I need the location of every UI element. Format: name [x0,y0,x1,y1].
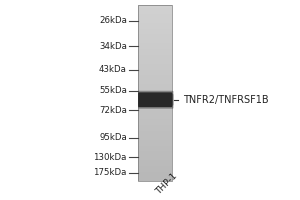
Bar [138,46,172,49]
Bar [138,61,172,64]
Text: 72kDa: 72kDa [99,106,127,115]
Text: 130kDa: 130kDa [93,153,127,162]
Text: THP-1: THP-1 [154,171,179,196]
Bar [138,175,172,178]
Bar [138,110,172,113]
Bar [138,29,172,32]
Bar [138,128,172,131]
Bar [138,58,172,61]
Bar [138,5,172,8]
Bar [138,55,172,58]
Bar [138,148,172,151]
Bar [138,14,172,17]
Bar [138,11,172,14]
Bar [138,125,172,128]
Bar [138,113,172,116]
Text: 43kDa: 43kDa [99,65,127,74]
Bar [138,32,172,34]
Bar [138,84,172,87]
Bar [138,64,172,67]
Bar [138,143,172,146]
Bar [138,20,172,23]
Bar [138,72,172,75]
Bar [138,49,172,52]
Bar [138,151,172,154]
Text: 34kDa: 34kDa [99,42,127,51]
Bar [138,87,172,90]
Bar [138,93,172,96]
FancyBboxPatch shape [138,91,173,106]
Bar [138,119,172,122]
Text: 26kDa: 26kDa [99,16,127,25]
Bar [138,154,172,157]
Bar [138,96,172,99]
Bar [138,34,172,37]
Bar [138,90,172,93]
Bar [138,122,172,125]
Bar [138,43,172,46]
Bar [138,23,172,26]
Bar [138,75,172,78]
Bar [138,160,172,163]
Bar [138,169,172,172]
Bar [138,70,172,72]
Text: 55kDa: 55kDa [99,86,127,95]
Bar [138,40,172,43]
Bar [138,81,172,84]
Bar [138,157,172,160]
Text: 95kDa: 95kDa [99,133,127,142]
Bar [138,166,172,169]
Bar [138,108,172,110]
Bar [138,131,172,134]
Bar [138,137,172,140]
Bar [138,102,172,105]
Bar [138,67,172,70]
Bar [138,116,172,119]
Bar [138,17,172,20]
Bar [138,78,172,81]
Bar [138,37,172,40]
FancyBboxPatch shape [138,94,173,109]
Bar [138,172,172,175]
Bar [138,8,172,11]
Bar [138,52,172,55]
Bar [138,134,172,137]
Bar [138,105,172,108]
Bar [138,140,172,143]
Bar [138,26,172,29]
Bar [138,178,172,181]
FancyBboxPatch shape [138,92,172,107]
Text: TNFR2/TNFRSF1B: TNFR2/TNFRSF1B [183,95,268,105]
Bar [138,99,172,102]
Bar [138,5,172,181]
Bar [138,163,172,166]
Bar [138,146,172,148]
Text: 175kDa: 175kDa [93,168,127,177]
